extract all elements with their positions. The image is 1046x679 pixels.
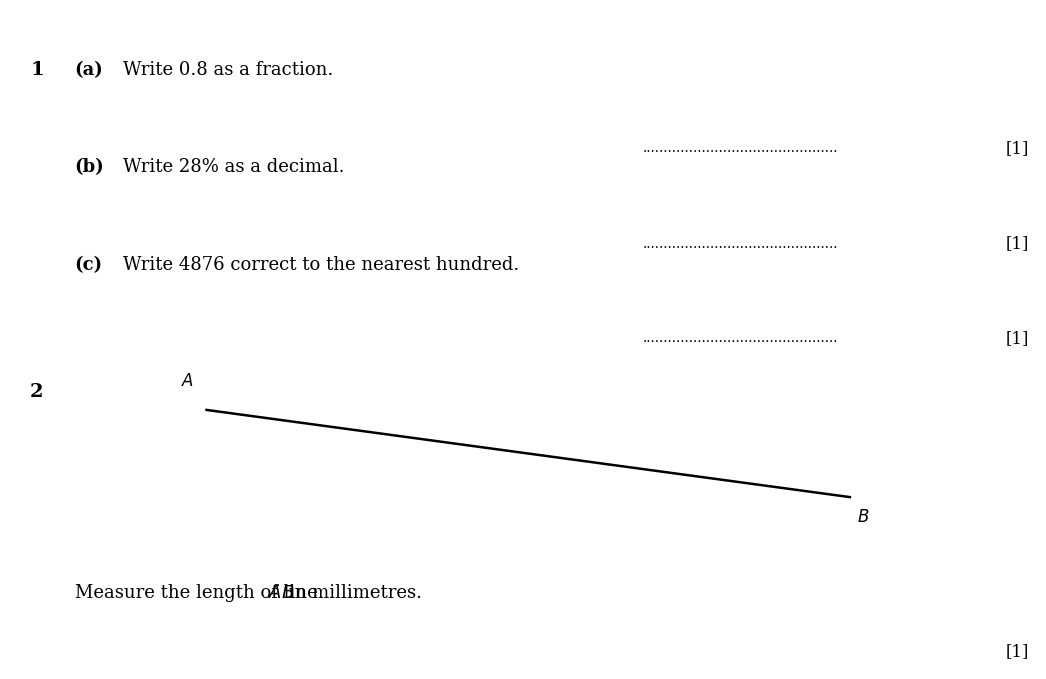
Text: $A$: $A$ xyxy=(181,373,195,390)
Text: Write 4876 correct to the nearest hundred.: Write 4876 correct to the nearest hundre… xyxy=(123,256,520,274)
Text: $AB$: $AB$ xyxy=(268,585,294,602)
Text: ..............................................: ........................................… xyxy=(642,236,838,251)
Text: Write 0.8 as a fraction.: Write 0.8 as a fraction. xyxy=(123,61,334,79)
Text: (b): (b) xyxy=(74,158,105,177)
Text: [1]: [1] xyxy=(1005,140,1029,157)
Text: (a): (a) xyxy=(74,61,104,79)
Text: in millimetres.: in millimetres. xyxy=(283,585,423,602)
Text: 1: 1 xyxy=(30,61,44,79)
Text: (c): (c) xyxy=(74,256,103,274)
Text: Measure the length of line: Measure the length of line xyxy=(74,585,323,602)
Text: ..............................................: ........................................… xyxy=(642,141,838,155)
Text: [1]: [1] xyxy=(1005,330,1029,347)
Text: $B$: $B$ xyxy=(857,509,869,526)
Text: [1]: [1] xyxy=(1005,643,1029,660)
Text: 2: 2 xyxy=(30,383,44,401)
Text: [1]: [1] xyxy=(1005,235,1029,252)
Text: ..............................................: ........................................… xyxy=(642,331,838,345)
Text: Write 28% as a decimal.: Write 28% as a decimal. xyxy=(123,158,345,177)
